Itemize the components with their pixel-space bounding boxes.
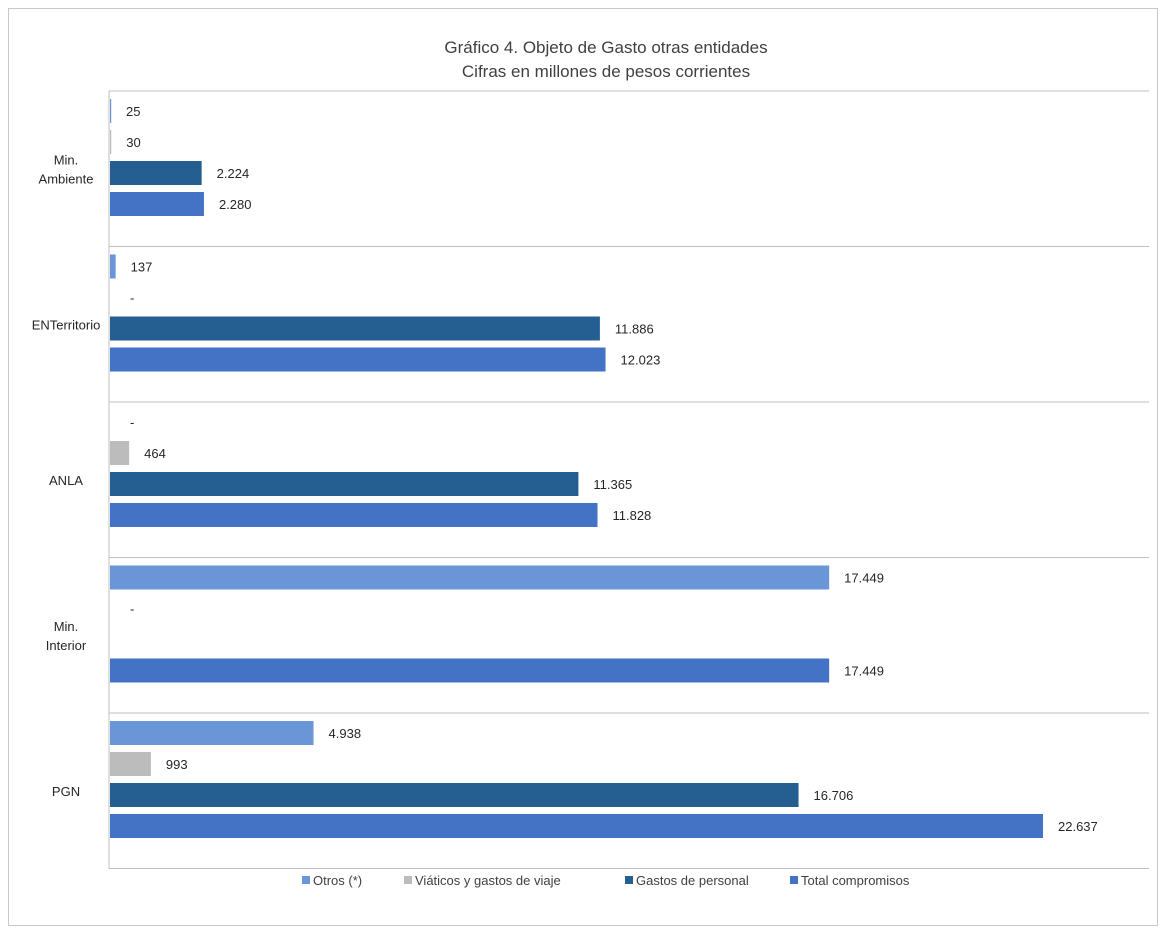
legend-entry: Viáticos y gastos de viaje (415, 873, 561, 888)
legend-entry: Gastos de personal (636, 873, 749, 888)
chart-title: Gráfico 4. Objeto de Gasto otras entidad… (444, 38, 767, 57)
category-separators (109, 90, 1149, 869)
data-label: 137 (131, 260, 153, 275)
bar (110, 441, 130, 465)
bar (110, 161, 202, 185)
data-label: 993 (166, 757, 188, 772)
category-label: Interior (46, 638, 87, 653)
chart-frame: Gráfico 4. Objeto de Gasto otras entidad… (8, 8, 1158, 926)
legend-swatch (790, 876, 798, 884)
legend-swatch (625, 876, 633, 884)
data-label: 11.886 (615, 322, 654, 337)
bar (110, 565, 830, 590)
bar (110, 192, 204, 216)
data-label: 11.365 (593, 477, 632, 492)
bar (110, 130, 112, 154)
category-label: Ambiente (39, 171, 94, 186)
bar (110, 472, 579, 496)
bar (110, 503, 598, 527)
legend-swatch (404, 876, 412, 884)
bar (110, 658, 830, 683)
data-label: 2.224 (217, 166, 250, 181)
data-label: 25 (126, 104, 140, 119)
bar (110, 99, 112, 123)
data-label: 17.449 (844, 571, 884, 586)
data-label: 30 (126, 135, 140, 150)
category-label: Min. (54, 619, 79, 634)
bar (110, 814, 1043, 838)
data-label: 22.637 (1058, 819, 1098, 834)
bar (110, 752, 151, 776)
category-labels: Min. Ambiente ENTerritorio ANLA Min. Interior… (32, 152, 101, 799)
bar (110, 254, 116, 279)
data-label: 11.828 (612, 508, 651, 523)
bar (110, 721, 314, 745)
chart-subtitle: Cifras en millones de pesos corrientes (462, 62, 750, 81)
legend-entry: Total compromisos (801, 873, 910, 888)
data-labels: 25 30 2.224 2.280 137 - 11.886 12.023 - 464 11.365… (126, 104, 1098, 834)
bar (110, 316, 600, 341)
category-label: Min. (54, 152, 79, 167)
data-label: - (130, 415, 134, 430)
data-label: - (130, 291, 134, 306)
bar-chart: Gráfico 4. Objeto de Gasto otras entidad… (32, 38, 1149, 888)
data-label: 2.280 (219, 197, 252, 212)
category-label: ENTerritorio (32, 317, 101, 332)
data-label: 12.023 (621, 353, 661, 368)
legend-swatch (302, 876, 310, 884)
category-label: PGN (52, 784, 80, 799)
bar (110, 347, 606, 372)
data-label: 16.706 (814, 788, 854, 803)
data-label: 4.938 (329, 726, 362, 741)
data-label: - (130, 602, 134, 617)
legend-entry: Otros (*) (313, 873, 362, 888)
bar (110, 783, 799, 807)
category-label: ANLA (49, 473, 83, 488)
data-label: 17.449 (844, 664, 884, 679)
legend: Otros (*) Viáticos y gastos de viaje Gasto… (302, 873, 910, 888)
data-label: 464 (144, 446, 166, 461)
bars (110, 99, 1043, 838)
